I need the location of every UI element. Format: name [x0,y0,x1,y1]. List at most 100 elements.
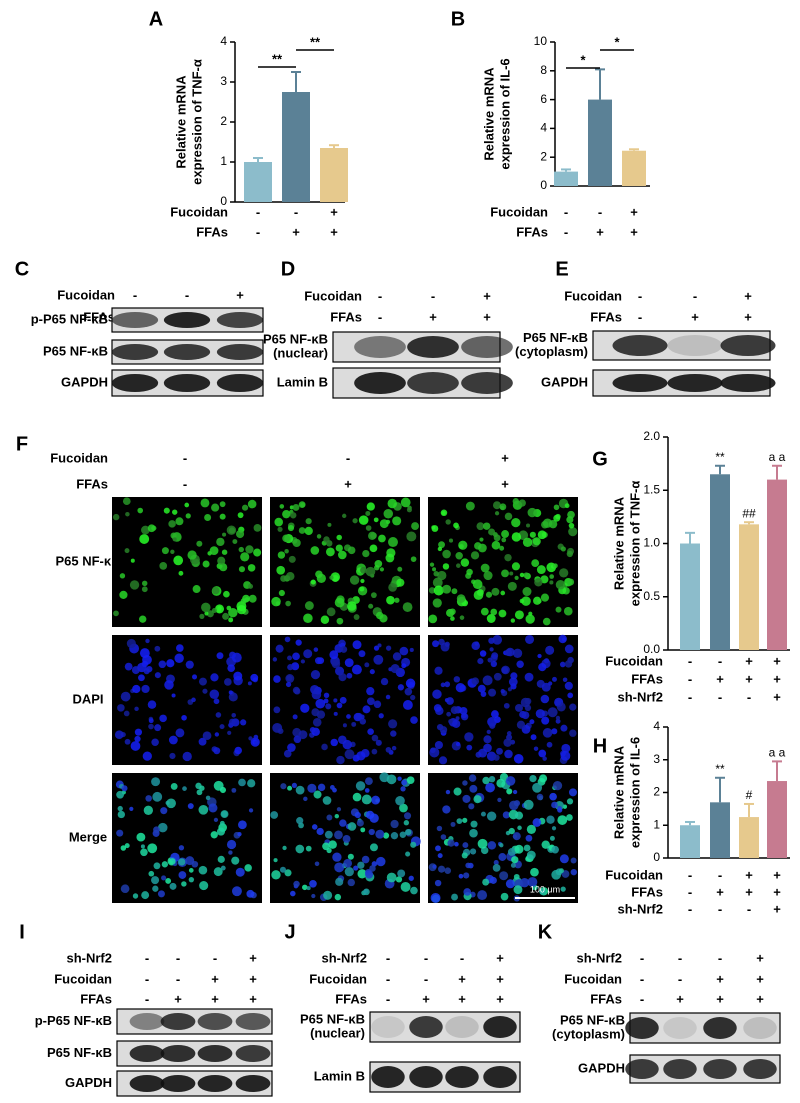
cell [233,671,243,681]
condition-sign: - [183,450,187,465]
blot-band [667,335,723,356]
blot-band [720,374,776,392]
cell [496,747,503,755]
cell [219,501,226,508]
cell [517,825,522,831]
cell [470,551,480,560]
condition-sign: + [773,671,781,686]
cell [312,717,322,727]
cell [141,525,150,535]
cell [228,617,234,623]
cell [435,845,441,852]
cell [560,546,566,552]
cell [511,562,521,571]
cell [166,798,176,809]
condition-sign: - [176,971,180,986]
cell [134,735,141,743]
cell [386,872,397,883]
cell [529,774,537,783]
condition-label: Fucoidan [564,971,622,986]
cell [213,747,221,755]
cell [392,516,402,526]
bar [320,148,348,202]
cell [364,662,370,668]
condition-label: FFAs [631,671,663,686]
condition-sign: + [745,671,753,686]
y-axis-label: Relative mRNA [611,496,626,590]
cell [408,875,414,881]
cell [273,706,281,714]
cell [279,504,285,509]
condition-sign: + [458,971,466,986]
cell [434,879,442,887]
cell [358,650,366,658]
cell [542,728,553,738]
cell [151,876,160,885]
condition-label: Fucoidan [564,288,622,303]
condition-sign: - [386,991,390,1006]
cell [124,843,130,849]
cell [370,592,377,599]
cell [507,581,517,591]
cell [568,527,578,537]
cell [130,741,141,751]
condition-sign: - [386,971,390,986]
condition-label: sh-Nrf2 [617,901,663,916]
cell [492,501,501,510]
cell [313,647,319,652]
cell [480,811,486,817]
condition-sign: - [718,950,722,965]
cell [513,873,520,880]
cell [513,885,523,895]
blot-band [483,1066,517,1088]
cell [488,528,496,536]
cell [558,634,567,644]
cell [273,858,278,863]
cell [549,574,555,579]
cell [182,786,187,791]
cell [314,861,320,867]
cell [367,728,374,735]
cell [210,831,218,839]
cell [153,862,161,870]
cell [373,645,380,651]
cell [214,604,225,614]
cell [217,556,226,565]
condition-sign: - [564,224,568,239]
cell [159,562,168,570]
condition-sign: + [330,204,338,219]
condition-sign: - [678,950,682,965]
cell [477,658,484,665]
cell [460,558,470,567]
cell [522,537,533,547]
cell [147,700,157,709]
cell [247,583,254,589]
blot-band [720,335,776,356]
cell [471,641,480,650]
cell [512,498,519,505]
cell [450,821,456,827]
cell [466,744,473,751]
y-tick-label: 0.5 [643,589,660,603]
cell [336,807,342,812]
cell [216,537,225,547]
cell [164,680,174,690]
cell [205,795,211,801]
cell [356,751,366,761]
cell [452,719,461,728]
band-label: p-P65 NF-κB [35,1013,112,1028]
cell [493,859,499,866]
cell [514,844,524,854]
cell [514,703,523,712]
cell [480,607,489,616]
cell [326,607,336,617]
blot-band [461,372,513,394]
cell [542,518,553,528]
cell [335,877,344,886]
cell [451,588,458,595]
cell [479,650,487,657]
cell [465,862,472,869]
cell [559,568,569,578]
cell [378,534,386,543]
cell [360,827,366,833]
